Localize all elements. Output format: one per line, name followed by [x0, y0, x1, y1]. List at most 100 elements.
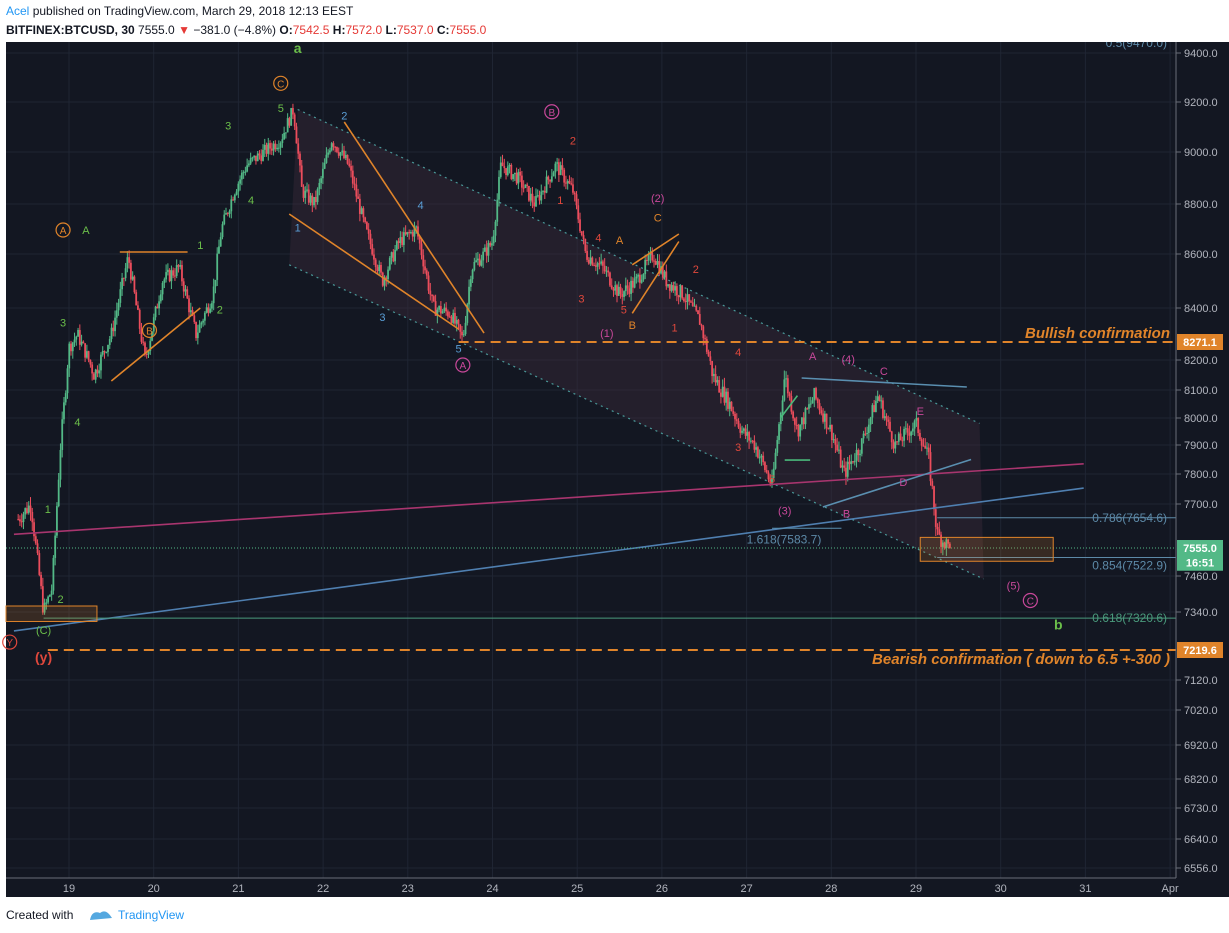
candle-body — [690, 301, 692, 303]
candle-body — [670, 285, 673, 291]
candle-body — [17, 519, 20, 521]
blue-wave-4: 4 — [417, 200, 423, 212]
candle-body — [533, 202, 536, 207]
candle-body — [586, 250, 588, 260]
candle-body — [520, 175, 523, 188]
candle-body — [207, 307, 210, 313]
candle-body — [919, 432, 921, 440]
symbol-label[interactable]: BITFINEX:BTCUSD, 30 — [6, 23, 135, 37]
y-tick-label: 8100.0 — [1184, 385, 1218, 397]
candle-body — [697, 310, 699, 315]
candle-body — [691, 302, 694, 306]
candle-body — [255, 155, 257, 162]
candle-body — [40, 574, 42, 587]
candle-body — [321, 168, 324, 179]
candle-body — [292, 108, 294, 115]
price-axis[interactable] — [1176, 42, 1229, 897]
tradingview-link[interactable]: TradingView — [118, 908, 185, 922]
candle-body — [29, 505, 32, 512]
x-tick-label: 31 — [1079, 883, 1091, 895]
candle-body — [653, 260, 655, 262]
candle-body — [839, 449, 842, 468]
plot-area[interactable] — [6, 42, 1176, 897]
candle-body — [198, 324, 201, 333]
candle-body — [741, 430, 743, 433]
candle-body — [297, 143, 300, 154]
candle-body — [283, 132, 286, 140]
candle-body — [526, 184, 529, 186]
red-wave-2: 2 — [570, 136, 576, 148]
price-badge-label: 16:51 — [1186, 558, 1214, 570]
candle-body — [920, 439, 923, 446]
bearish-confirmation-label: Bearish confirmation ( down to 6.5 +-300… — [872, 651, 1170, 668]
candle-body — [87, 351, 90, 360]
magenta-circle-B-circle — [544, 104, 560, 120]
candle-body — [390, 252, 393, 258]
candle-body — [549, 179, 551, 182]
candle-body — [623, 291, 625, 297]
candle-body — [159, 294, 162, 302]
candle-body — [300, 165, 303, 187]
candle-body — [329, 150, 331, 153]
fib-05-label: 0.5(9470.0) — [1106, 42, 1167, 50]
candle-body — [887, 419, 890, 422]
candle-body — [561, 165, 564, 170]
candle-body — [380, 264, 382, 273]
candle-body — [436, 309, 439, 316]
candle-body — [293, 114, 296, 127]
candle-body — [882, 400, 884, 418]
candle-body — [103, 351, 106, 353]
candle-body — [767, 472, 770, 480]
candle-body — [566, 181, 569, 184]
chart-header: Acel published on TradingView.com, March… — [0, 0, 1229, 42]
candle-body — [473, 261, 476, 270]
candle-body — [33, 522, 35, 537]
y-tick-label: 7800.0 — [1184, 469, 1218, 481]
candle-body — [593, 265, 596, 267]
candle-body — [815, 388, 817, 399]
candle-body — [554, 163, 557, 173]
candle-body — [485, 247, 488, 256]
candle-body — [22, 514, 25, 522]
orange-circle-A-circle — [55, 222, 71, 238]
candle-body — [203, 312, 206, 321]
candle-body — [276, 147, 278, 150]
candle-body — [415, 226, 418, 228]
candle-body — [547, 176, 550, 180]
candle-body — [723, 386, 726, 403]
time-axis[interactable] — [6, 878, 1176, 897]
candle-body — [801, 417, 803, 425]
blue-wave-5: 5 — [456, 343, 462, 355]
price-chart[interactable]: Bullish confirmation Bearish confirmation… — [0, 42, 1229, 897]
author-link[interactable]: Acel — [6, 4, 30, 18]
candle-body — [108, 338, 111, 345]
candle-body — [498, 176, 500, 200]
candle-body — [684, 301, 687, 303]
tradingview-logo-icon[interactable] — [88, 906, 114, 922]
candle-body — [397, 241, 400, 243]
blue-wave-3: 3 — [379, 312, 385, 324]
candle-body — [438, 306, 441, 310]
candle-body — [334, 146, 337, 148]
candle-body — [866, 432, 869, 434]
candle-body — [843, 465, 846, 468]
candle-body — [34, 536, 37, 544]
green-wave-C: (C) — [36, 625, 51, 637]
candle-body — [506, 166, 509, 175]
candle-body — [577, 205, 580, 220]
fib-0618-label: 0.618(7320.6) — [1092, 611, 1167, 625]
y-tick-label: 7340.0 — [1184, 607, 1218, 619]
magenta-wave-D: D — [899, 477, 907, 489]
candle-body — [799, 424, 802, 437]
candle-body — [639, 274, 641, 283]
candle-body — [565, 182, 567, 184]
candle-body — [350, 166, 352, 171]
y-tick-label: 7700.0 — [1184, 499, 1218, 511]
candle-body — [163, 279, 166, 283]
candle-body — [237, 183, 240, 192]
candle-body — [124, 268, 127, 279]
candle-body — [165, 272, 168, 280]
candle-body — [825, 413, 828, 429]
candle-body — [325, 154, 328, 163]
candle-body — [536, 195, 539, 197]
